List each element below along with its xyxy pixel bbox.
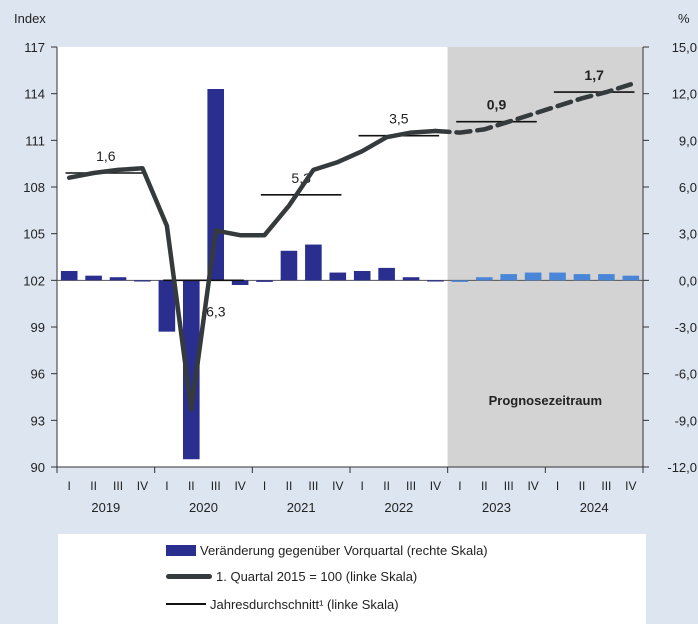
annual-average-label: 3,5	[389, 111, 409, 127]
bar	[280, 250, 298, 281]
index-line	[66, 128, 438, 412]
bar	[500, 274, 518, 281]
forecast-area	[447, 47, 643, 467]
quarter-label: II	[188, 479, 195, 493]
year-label: 2024	[580, 500, 609, 515]
bar	[158, 280, 176, 332]
quarter-label: IV	[234, 479, 245, 493]
bar	[231, 280, 249, 285]
left-tick-label: 102	[23, 273, 45, 288]
legend-label-bars: Veränderung gegenüber Vorquartal (rechte…	[200, 542, 488, 558]
quarter-label: IV	[527, 479, 538, 493]
bar	[329, 272, 347, 281]
left-axis-title: Index	[14, 11, 46, 26]
right-tick-label: 0,0	[679, 273, 697, 288]
left-tick-label: 93	[31, 413, 45, 428]
left-tick-label: 99	[31, 320, 45, 335]
forecast-label: Prognosezeitraum	[489, 393, 602, 408]
bar	[109, 277, 127, 281]
left-tick-label: 117	[24, 40, 45, 55]
quarter-label: I	[361, 479, 364, 493]
right-tick-label: -6,0	[675, 367, 697, 382]
left-tick-label: 114	[24, 87, 45, 102]
bar	[549, 272, 566, 281]
quarter-label: II	[481, 479, 488, 493]
quarter-label: I	[458, 479, 461, 493]
legend-item-annual-average: Jahresdurchschnitt¹ (linke Skala)	[166, 594, 399, 614]
right-tick-label: -9,0	[675, 413, 697, 428]
bar	[378, 267, 395, 281]
legend: Veränderung gegenüber Vorquartal (rechte…	[58, 534, 646, 624]
bar	[475, 277, 493, 281]
right-tick-label: 3,0	[679, 227, 697, 242]
quarter-label: I	[263, 479, 266, 493]
quarter-label: II	[90, 479, 97, 493]
right-tick-label: 6,0	[679, 180, 697, 195]
right-tick-label: 15,0	[672, 40, 697, 55]
quarter-label: II	[286, 479, 293, 493]
bar	[60, 271, 78, 281]
quarter-label: III	[504, 479, 514, 493]
right-axis-title: %	[678, 11, 690, 26]
quarter-label: III	[601, 479, 611, 493]
quarter-label: II	[579, 479, 586, 493]
annual-average-label: 1,7	[584, 67, 604, 83]
quarter-label: II	[383, 479, 390, 493]
bar	[427, 280, 444, 282]
right-tick-label: 12,0	[672, 87, 697, 102]
annual-average-label: 0,9	[487, 97, 507, 113]
year-label: 2021	[287, 500, 316, 515]
quarter-label: I	[556, 479, 559, 493]
left-tick-label: 105	[23, 227, 45, 242]
quarter-label: IV	[332, 479, 343, 493]
quarter-label: III	[406, 479, 416, 493]
bar	[182, 280, 200, 460]
left-tick-label: 96	[31, 367, 45, 382]
year-label: 2019	[91, 500, 120, 515]
quarter-label: III	[211, 479, 221, 493]
legend-label-annual-average: Jahresdurchschnitt¹ (linke Skala)	[210, 596, 399, 612]
year-label: 2022	[384, 500, 413, 515]
quarter-label: IV	[430, 479, 441, 493]
quarter-label: I	[165, 479, 168, 493]
bar	[524, 272, 542, 281]
quarter-label: I	[68, 479, 71, 493]
legend-swatch-bars	[166, 544, 196, 556]
year-label: 2023	[482, 500, 511, 515]
legend-item-bars: Veränderung gegenüber Vorquartal (rechte…	[166, 540, 488, 560]
legend-swatch-index-line	[166, 573, 212, 579]
quarter-label: IV	[137, 479, 148, 493]
legend-swatch-annual-average	[166, 603, 206, 605]
bar	[85, 275, 102, 281]
quarter-label: III	[113, 479, 123, 493]
bar	[622, 275, 640, 281]
quarter-label: III	[308, 479, 318, 493]
right-tick-label: -3,0	[675, 320, 697, 335]
bar	[305, 244, 322, 281]
annual-average-label: -6,3	[201, 303, 225, 319]
index-line-forecast	[433, 82, 634, 135]
plot-area	[57, 47, 448, 467]
bar	[353, 271, 371, 281]
right-tick-label: -12,0	[667, 460, 697, 475]
bar	[402, 277, 420, 281]
right-tick-label: 9,0	[679, 133, 697, 148]
left-tick-label: 111	[25, 133, 45, 148]
quarter-label: IV	[625, 479, 636, 493]
bar	[451, 280, 469, 282]
left-tick-label: 108	[23, 180, 45, 195]
bar	[134, 280, 151, 282]
chart: Prognosezeitraum Index % 117 114 111 108 105 102…	[14, 11, 697, 515]
bar	[256, 280, 273, 282]
annual-average-label: 1,6	[96, 148, 116, 164]
year-label: 2020	[189, 500, 218, 515]
legend-label-index-line: 1. Quartal 2015 = 100 (linke Skala)	[216, 568, 418, 584]
bar	[598, 274, 615, 281]
bar	[573, 274, 591, 281]
bar	[207, 89, 225, 281]
legend-item-index-line: 1. Quartal 2015 = 100 (linke Skala)	[166, 566, 417, 586]
left-tick-label: 90	[31, 460, 45, 475]
